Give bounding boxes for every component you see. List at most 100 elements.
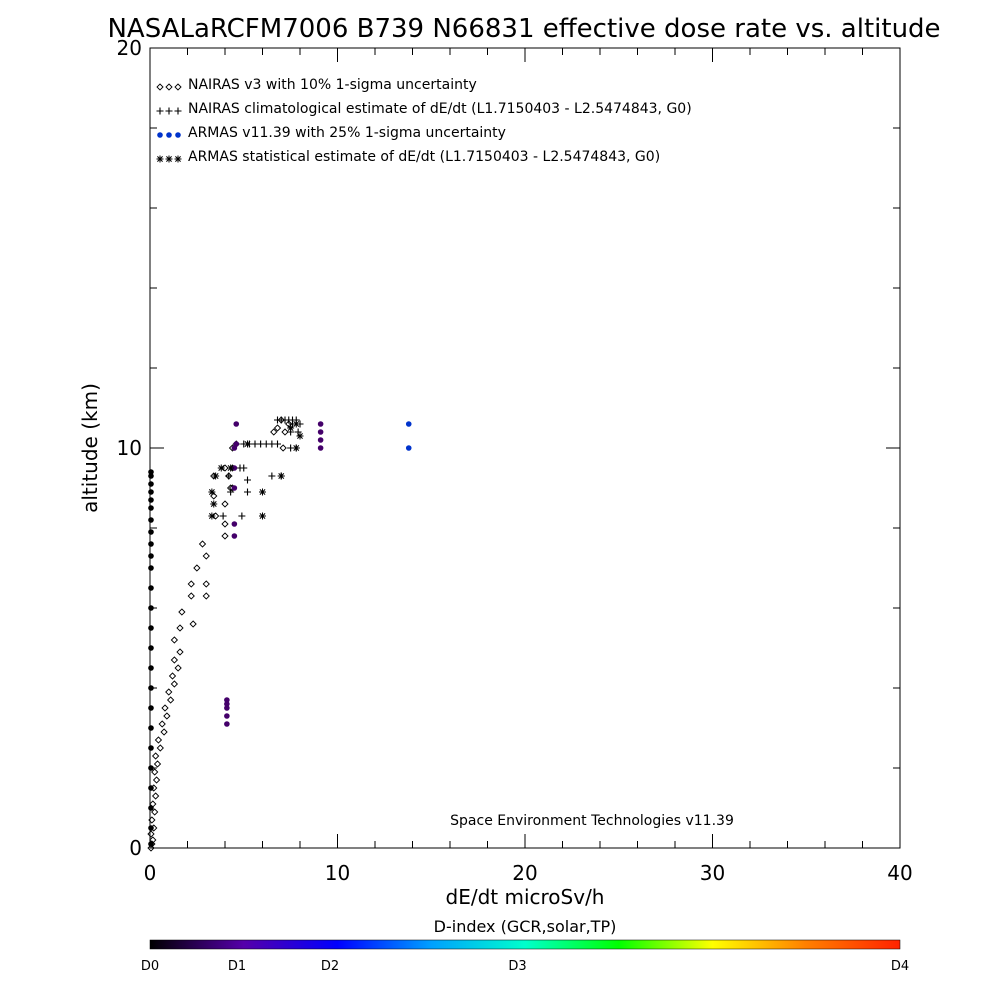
data-point-diamond bbox=[211, 512, 220, 520]
data-point-dot bbox=[148, 565, 154, 571]
data-point-diamond bbox=[202, 552, 210, 560]
data-point-dot bbox=[148, 517, 154, 523]
data-point-diamond bbox=[221, 464, 229, 472]
data-point-dot bbox=[148, 745, 154, 751]
data-point-diamond bbox=[161, 704, 169, 712]
series-dot bbox=[224, 421, 324, 727]
data-point-diamond bbox=[176, 624, 184, 632]
data-point-dot bbox=[148, 825, 154, 831]
data-point-diamond bbox=[189, 620, 197, 628]
data-point-dot bbox=[148, 805, 154, 811]
data-point-dot bbox=[148, 473, 154, 479]
legend-marker bbox=[156, 155, 164, 163]
data-point-diamond bbox=[163, 712, 171, 720]
data-point-diamond bbox=[152, 776, 161, 784]
colorbar-label: D2 bbox=[321, 959, 339, 974]
data-point-dot bbox=[148, 505, 154, 511]
data-point-plus bbox=[227, 488, 235, 496]
data-point-diamond bbox=[151, 768, 159, 776]
legend-label: NAIRAS v3 with 10% 1-sigma uncertainty bbox=[188, 77, 477, 93]
data-point-diamond bbox=[279, 444, 287, 452]
legend-marker bbox=[166, 132, 172, 138]
data-point-diamond bbox=[151, 792, 160, 800]
data-point-diamond bbox=[158, 720, 166, 728]
legend-marker bbox=[174, 83, 182, 91]
data-point-dot bbox=[233, 421, 240, 427]
legend-item-nairas: NAIRAS v3 with 10% 1-sigma uncertainty bbox=[156, 77, 477, 93]
colorbar-label: D0 bbox=[141, 959, 159, 974]
data-point-diamond bbox=[170, 680, 179, 688]
legend-marker bbox=[174, 107, 182, 115]
x-tick-label: 20 bbox=[512, 861, 537, 885]
data-point-dot bbox=[224, 721, 230, 727]
data-point-dot bbox=[148, 685, 154, 691]
data-point-dot bbox=[148, 489, 154, 495]
legend-item-armas-statistical: ARMAS statistical estimate of dE/dt (L1.… bbox=[156, 149, 660, 165]
data-point-plus bbox=[240, 464, 248, 472]
data-point-dot bbox=[231, 485, 238, 491]
data-point-plus bbox=[268, 472, 276, 480]
series-dot bbox=[405, 421, 412, 451]
data-point-diamond bbox=[187, 592, 195, 600]
data-point-diamond bbox=[147, 844, 155, 852]
data-point-diamond bbox=[187, 580, 195, 588]
data-point-dot bbox=[317, 437, 324, 443]
data-point-plus bbox=[274, 440, 281, 448]
data-point-diamond bbox=[273, 424, 282, 432]
legend-marker-diamond bbox=[156, 83, 182, 91]
data-point-diamond bbox=[202, 592, 210, 600]
colorbar: D-index (GCR,solar,TP) D0 D1 D2 D3 D4 bbox=[141, 917, 909, 974]
y-axis-tick-labels: 0 10 20 bbox=[117, 36, 142, 860]
y-axis-ticks bbox=[150, 47, 900, 849]
data-point-diamond bbox=[221, 500, 229, 508]
data-point-dot bbox=[148, 645, 154, 651]
data-point-dot bbox=[231, 465, 238, 471]
series-dot bbox=[148, 469, 154, 847]
data-point-diamond bbox=[148, 816, 156, 824]
data-point-dot bbox=[148, 841, 154, 847]
data-point-diamond bbox=[174, 664, 182, 672]
data-point-dot bbox=[148, 541, 154, 547]
data-point-diamond bbox=[160, 728, 168, 736]
series-plus bbox=[219, 416, 304, 520]
legend-marker-asterisk bbox=[156, 155, 182, 163]
data-point-asterisk bbox=[292, 420, 300, 428]
data-point-diamond bbox=[168, 672, 177, 680]
data-point-diamond bbox=[151, 808, 159, 816]
x-axis-tick-labels: 0 10 20 30 40 bbox=[144, 861, 913, 885]
data-point-diamond bbox=[176, 648, 184, 656]
plot-area bbox=[149, 47, 901, 849]
x-tick-label: 40 bbox=[887, 861, 912, 885]
data-point-dot bbox=[148, 705, 154, 711]
data-point-diamond bbox=[285, 420, 293, 428]
legend-marker bbox=[156, 107, 164, 115]
data-point-diamond bbox=[270, 428, 278, 436]
data-point-asterisk bbox=[244, 440, 251, 448]
colorbar-labels: D0 D1 D2 D3 D4 bbox=[141, 959, 909, 974]
data-point-asterisk bbox=[296, 432, 304, 440]
data-point-diamond bbox=[166, 696, 175, 704]
data-point-dot bbox=[317, 429, 324, 435]
x-axis-ticks bbox=[149, 48, 901, 848]
colorbar-label: D4 bbox=[891, 959, 909, 974]
legend-label: NAIRAS climatological estimate of dE/dt … bbox=[188, 101, 692, 117]
legend-marker bbox=[157, 132, 163, 138]
colorbar-title: D-index (GCR,solar,TP) bbox=[434, 917, 617, 936]
y-tick-label: 20 bbox=[117, 36, 142, 60]
legend-marker bbox=[165, 107, 173, 115]
data-point-diamond bbox=[147, 830, 155, 838]
data-point-plus bbox=[244, 488, 251, 496]
data-point-asterisk bbox=[287, 424, 295, 432]
data-point-diamond bbox=[198, 540, 207, 548]
legend-label: ARMAS statistical estimate of dE/dt (L1.… bbox=[188, 149, 660, 165]
series-diamond bbox=[147, 416, 293, 852]
series-asterisk bbox=[208, 420, 304, 520]
legend-marker bbox=[175, 132, 181, 138]
data-point-dot bbox=[317, 421, 324, 427]
data-point-dot bbox=[148, 529, 154, 535]
legend-marker bbox=[174, 155, 182, 163]
colorbar-gradient bbox=[149, 939, 901, 950]
data-point-dot bbox=[224, 705, 230, 711]
x-axis-label: dE/dt microSv/h bbox=[446, 885, 605, 909]
data-point-plus bbox=[219, 512, 227, 520]
